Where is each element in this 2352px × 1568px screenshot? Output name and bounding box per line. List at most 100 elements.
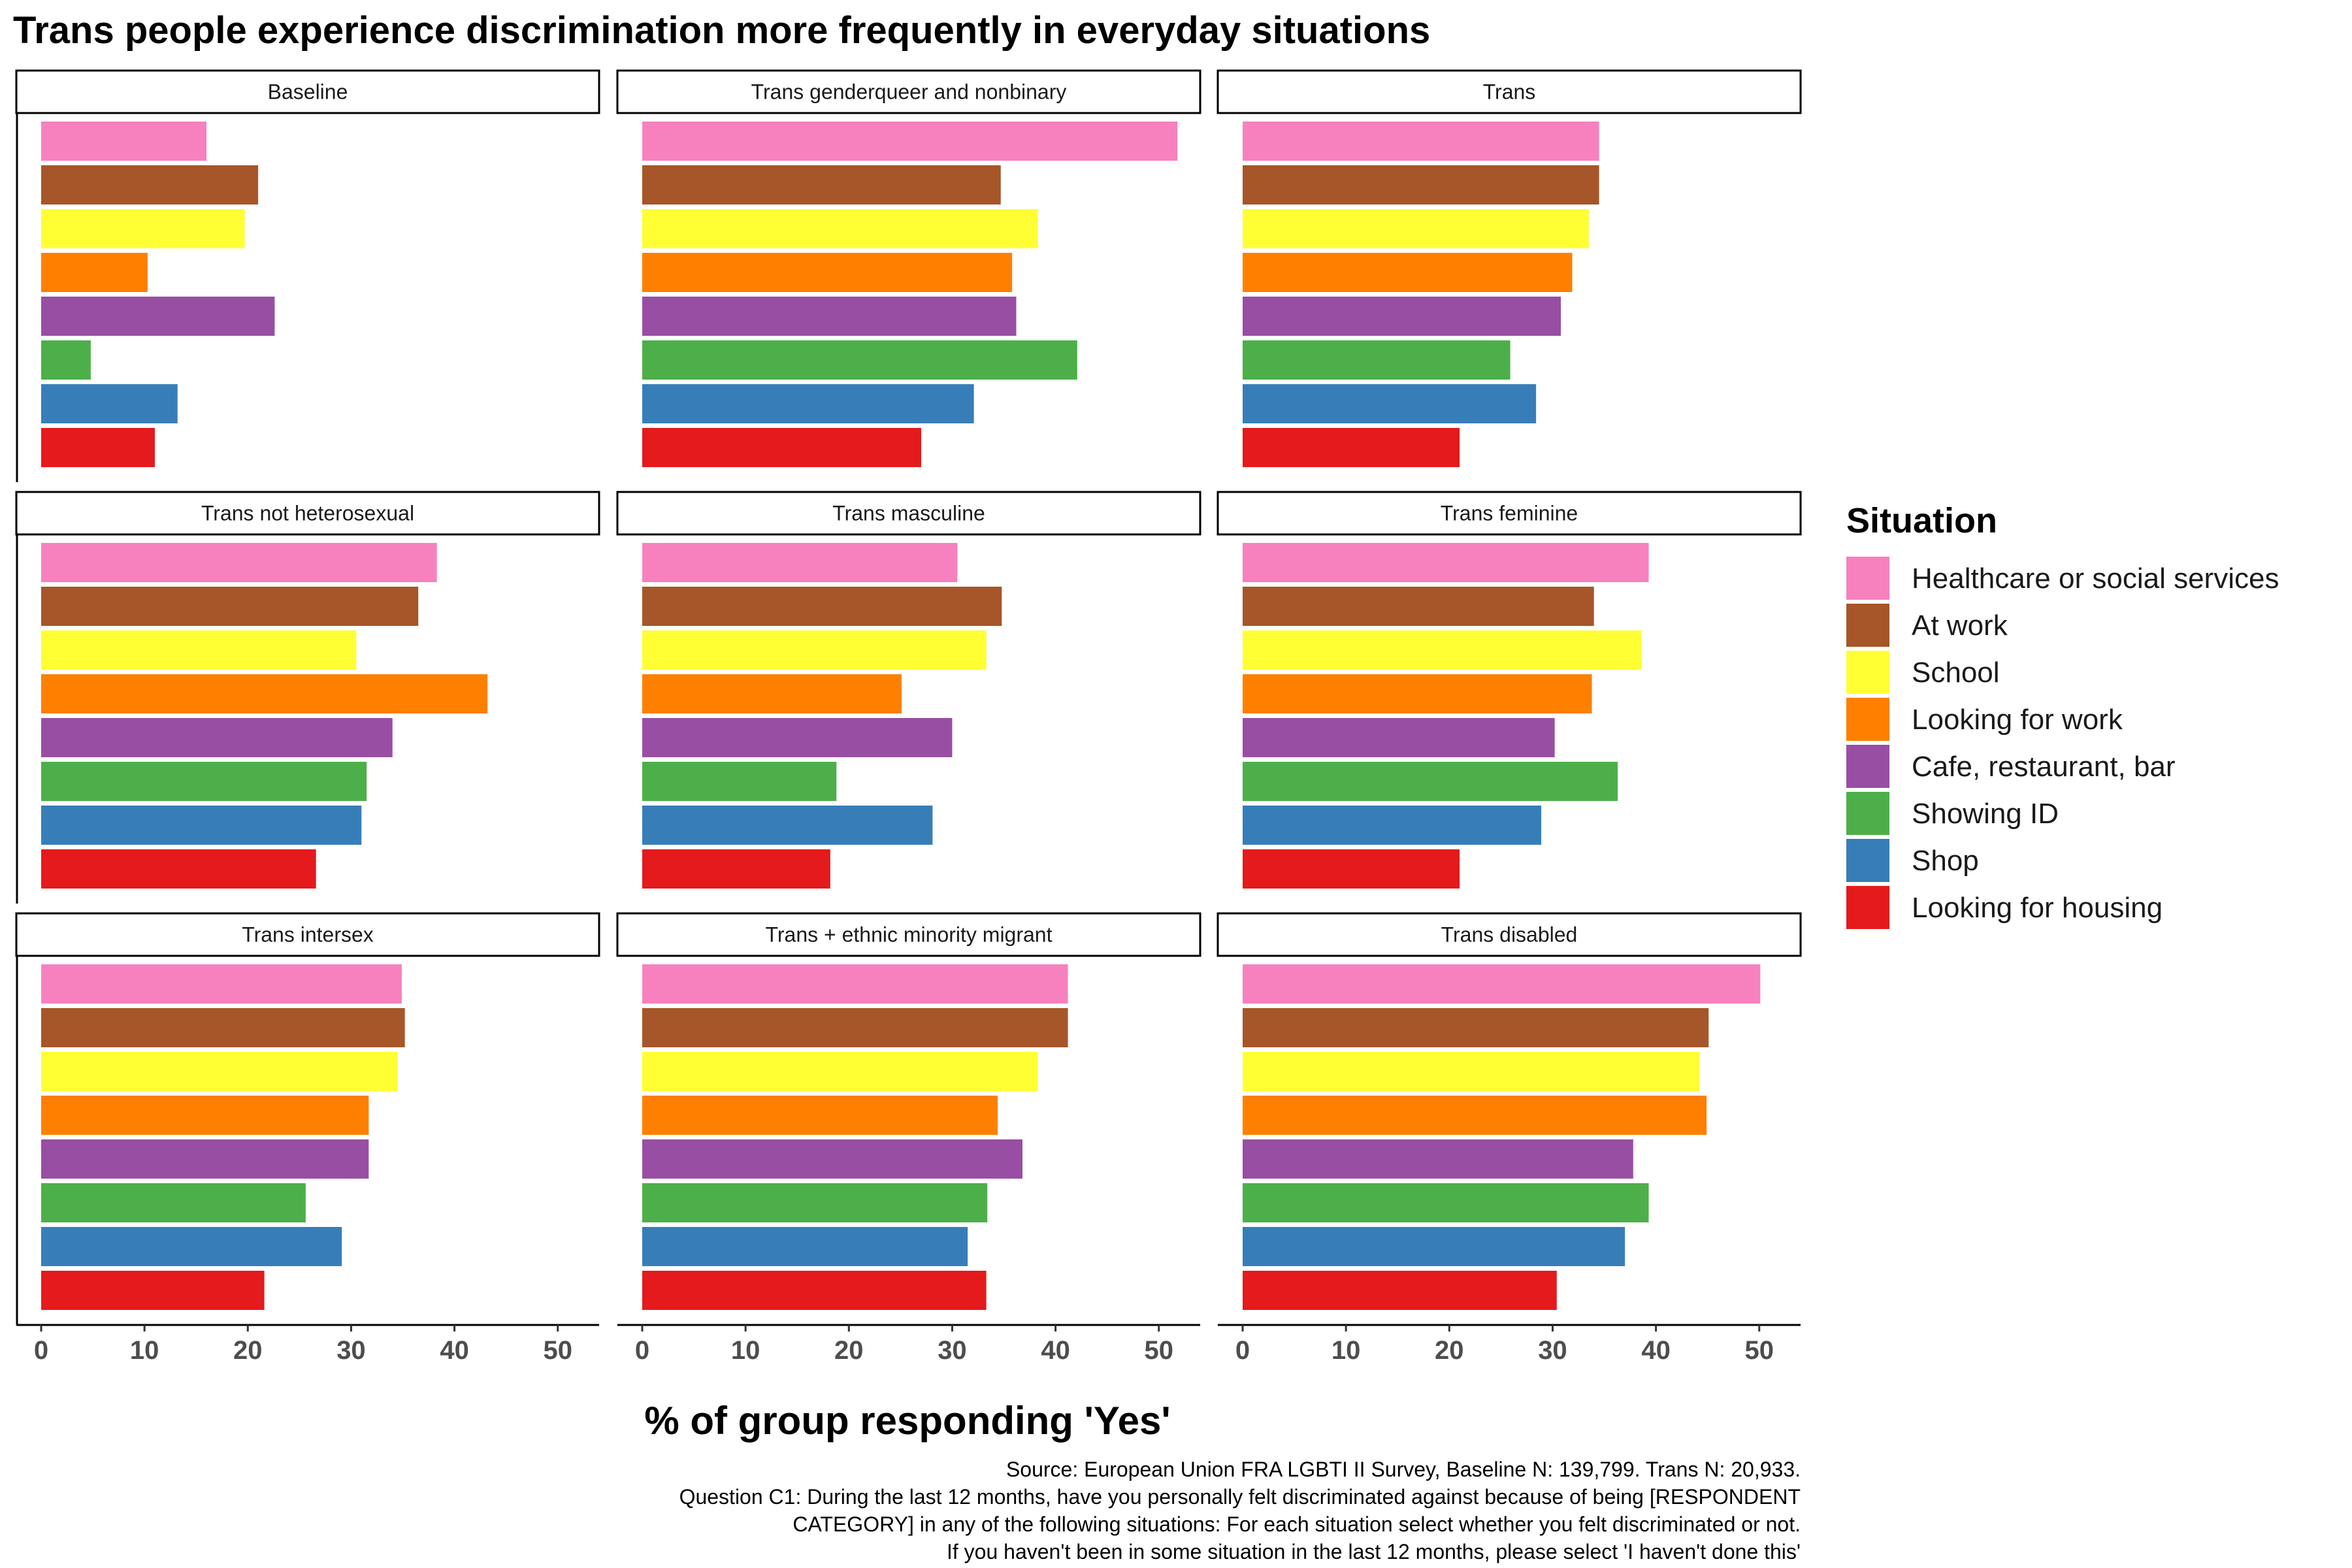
bar-healthcare-or-social-services <box>41 964 402 1004</box>
bar-school <box>1243 209 1589 248</box>
x-tick-label: 30 <box>1538 1336 1567 1365</box>
bar-shop <box>642 1227 968 1266</box>
panel-baseline: Baseline <box>15 69 600 482</box>
bar-shop <box>1243 1227 1625 1266</box>
bar-looking-for-work <box>41 253 148 292</box>
x-axis-title: % of group responding 'Yes' <box>644 1399 1170 1443</box>
bar-healthcare-or-social-services <box>642 122 1178 161</box>
x-tick-label: 40 <box>1641 1336 1671 1365</box>
bar-at-work <box>1243 1008 1709 1047</box>
legend-item-cafe-restaurant-bar: Cafe, restaurant, bar <box>1846 745 2176 788</box>
bar-shop <box>1243 384 1537 423</box>
bar-showing-id <box>642 340 1077 380</box>
bar-healthcare-or-social-services <box>642 964 1068 1004</box>
bar-cafe-restaurant-bar <box>1243 718 1555 757</box>
x-tick-label: 10 <box>130 1336 159 1365</box>
bar-looking-for-work <box>642 1096 998 1135</box>
caption-line: CATEGORY] in any of the following situat… <box>792 1512 1801 1536</box>
panel-trans-intersex: Trans intersex 0 10 20 30 40 50 <box>15 912 600 1365</box>
bar-healthcare-or-social-services <box>1243 543 1649 582</box>
bar-looking-for-work <box>41 674 488 713</box>
bar-showing-id <box>41 762 367 801</box>
bar-showing-id <box>41 340 91 380</box>
bar-showing-id <box>642 1183 988 1222</box>
bar-looking-for-housing <box>642 1271 987 1310</box>
panel-trans-disabled: Trans disabled 0 10 20 30 40 50 <box>1217 912 1802 1365</box>
legend-item-school: School <box>1846 651 2000 694</box>
x-tick-label: 0 <box>34 1336 48 1365</box>
strip <box>1217 491 1802 536</box>
bar-cafe-restaurant-bar <box>642 1139 1022 1179</box>
x-tick-label: 20 <box>233 1336 263 1365</box>
bar-at-work <box>41 1008 405 1047</box>
bar-showing-id <box>41 1183 306 1222</box>
bar-looking-for-work <box>1243 674 1592 713</box>
legend-swatch <box>1846 792 1889 835</box>
x-tick-label: 30 <box>938 1336 967 1365</box>
bar-school <box>642 630 987 670</box>
bar-looking-for-work <box>642 674 902 713</box>
x-tick-label: 10 <box>1331 1336 1361 1365</box>
bar-at-work <box>642 1008 1068 1047</box>
bar-cafe-restaurant-bar <box>642 718 953 757</box>
strip-label: Trans masculine <box>832 502 985 525</box>
bar-cafe-restaurant-bar <box>41 718 393 757</box>
legend-swatch <box>1846 839 1889 882</box>
strip-label: Trans <box>1483 80 1536 104</box>
legend-swatch <box>1846 651 1889 694</box>
bar-looking-for-work <box>41 1096 369 1135</box>
strip <box>15 912 600 957</box>
legend-swatch <box>1846 886 1889 929</box>
panel-trans-masculine: Trans masculine <box>616 491 1201 889</box>
strip <box>616 491 1201 536</box>
bar-shop <box>1243 806 1542 845</box>
x-tick-label: 0 <box>1235 1336 1250 1365</box>
bar-healthcare-or-social-services <box>1243 964 1761 1004</box>
bar-showing-id <box>1243 1183 1649 1222</box>
bar-shop <box>41 1227 342 1266</box>
bar-at-work <box>642 165 1001 204</box>
legend-item-healthcare-or-social-services: Healthcare or social services <box>1846 557 2279 600</box>
bar-cafe-restaurant-bar <box>41 297 275 336</box>
bar-school <box>1243 1052 1700 1091</box>
x-tick-label: 40 <box>1041 1336 1070 1365</box>
x-tick-label: 40 <box>440 1336 469 1365</box>
bar-at-work <box>41 165 259 204</box>
bar-at-work <box>1243 587 1594 626</box>
legend-item-showing-id: Showing ID <box>1846 792 2059 835</box>
bar-looking-for-housing <box>41 849 316 889</box>
bar-showing-id <box>1243 340 1511 380</box>
strip <box>1217 69 1802 114</box>
bar-looking-for-housing <box>1243 1271 1557 1310</box>
caption: Source: European Union FRA LGBTI II Surv… <box>679 1458 1801 1563</box>
legend: Situation Healthcare or social services A… <box>1846 501 2279 929</box>
x-tick-label: 20 <box>1435 1336 1464 1365</box>
bar-healthcare-or-social-services <box>1243 122 1599 161</box>
strip <box>1217 912 1802 957</box>
strip-label: Trans feminine <box>1441 502 1578 525</box>
bar-school <box>41 1052 398 1091</box>
bar-looking-for-work <box>642 253 1013 292</box>
x-tick-label: 20 <box>834 1336 864 1365</box>
panel-trans-not-heterosexual: Trans not heterosexual <box>15 491 600 904</box>
legend-item-looking-for-work: Looking for work <box>1846 698 2123 741</box>
bar-school <box>642 1052 1038 1091</box>
strip-label: Trans intersex <box>242 923 374 947</box>
legend-label: Shop <box>1912 845 1979 877</box>
legend-label: Healthcare or social services <box>1912 563 2279 595</box>
bar-showing-id <box>1243 762 1618 801</box>
legend-swatch <box>1846 604 1889 647</box>
panel-trans: Trans <box>1217 69 1802 467</box>
bar-school <box>642 209 1038 248</box>
x-tick-label: 50 <box>1144 1336 1173 1365</box>
panel-trans-genderqueer-and-nonbinary: Trans genderqueer and nonbinary <box>616 69 1201 467</box>
bar-looking-for-work <box>1243 253 1573 292</box>
bar-shop <box>642 384 974 423</box>
legend-swatch <box>1846 557 1889 600</box>
x-tick-label: 10 <box>731 1336 760 1365</box>
strip <box>15 69 600 114</box>
chart-title: Trans people experience discrimination m… <box>13 9 1430 52</box>
strip <box>616 912 1201 957</box>
panel-trans-feminine: Trans feminine <box>1217 491 1802 889</box>
